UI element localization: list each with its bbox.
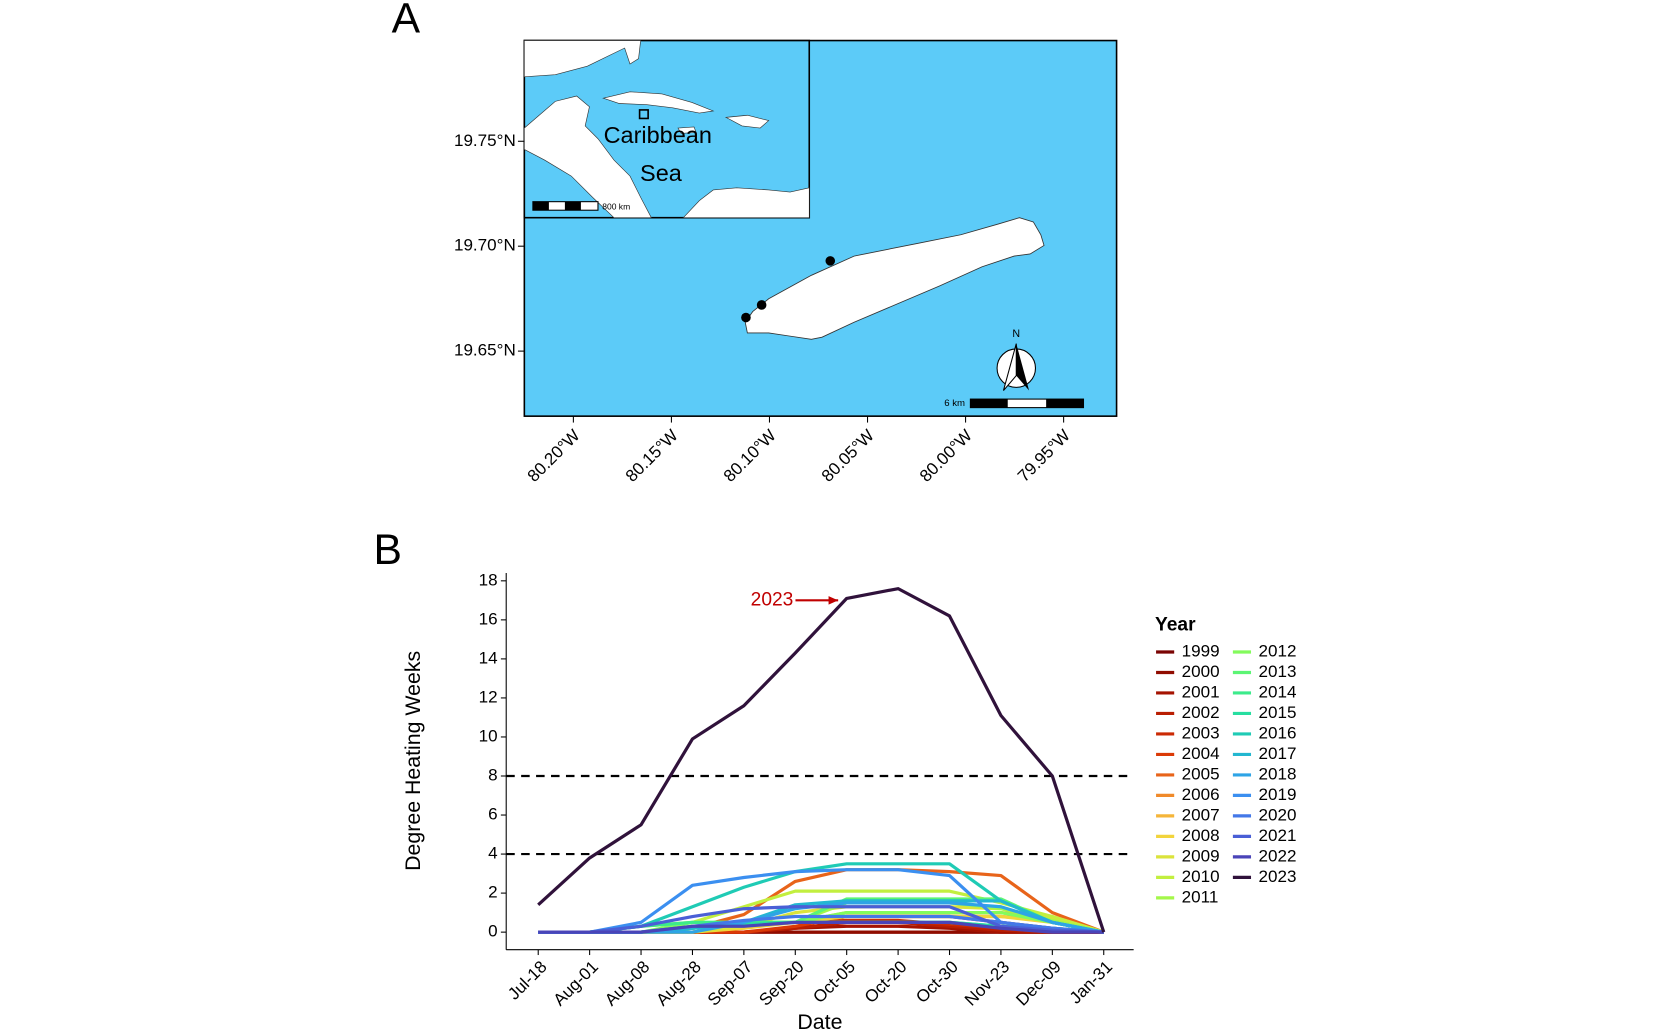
series-line [538, 905, 1104, 934]
legend-label: 2015 [1258, 703, 1296, 722]
land [602, 91, 715, 114]
y-tick-label: 19.65°N [454, 341, 516, 360]
legend-label: 2020 [1258, 805, 1296, 824]
legend-label: 2022 [1258, 846, 1296, 865]
annotation-arrowhead [828, 596, 839, 605]
legend-label: 2004 [1182, 744, 1220, 763]
y-tick-label: 19.75°N [454, 131, 516, 150]
x-tick-label: 80.00°W [916, 425, 976, 485]
legend-label: 2010 [1182, 867, 1220, 886]
scale-bar [564, 201, 581, 211]
y-tick-label: 14 [479, 648, 498, 667]
inset-map: Caribbean Sea 800 km [523, 39, 811, 219]
series-line [537, 587, 1106, 933]
land [682, 187, 810, 219]
site-point [756, 300, 767, 310]
legend-label: 2021 [1258, 826, 1296, 845]
x-tick-label: Aug-28 [653, 957, 705, 1009]
y-tick-label: 6 [488, 805, 498, 824]
inset-label: Sea [640, 160, 683, 186]
legend-label: 2018 [1258, 764, 1296, 783]
x-tick-label: Jul-18 [504, 957, 550, 1003]
x-tick-label: Oct-30 [912, 957, 962, 1007]
x-tick-label: 80.20°W [524, 425, 584, 485]
y-tick-label: 19.70°N [454, 236, 516, 255]
scale-bar [532, 201, 549, 211]
x-tick-label: 80.10°W [720, 425, 780, 485]
legend-label: 2013 [1258, 662, 1296, 681]
land [524, 40, 642, 78]
y-tick-label: 18 [479, 570, 498, 589]
legend-title: Year [1155, 614, 1196, 635]
x-tick-label: Jan-31 [1066, 957, 1116, 1007]
annotation-label: 2023 [751, 589, 794, 610]
x-tick-label: Dec-09 [1012, 957, 1064, 1009]
y-tick-label: 16 [479, 609, 498, 628]
land [524, 95, 652, 219]
x-tick-label: Oct-20 [861, 957, 911, 1007]
series-line [538, 920, 1104, 934]
x-tick-label: Nov-23 [961, 957, 1013, 1009]
scale-bar [1046, 399, 1084, 408]
y-tick-label: 10 [479, 726, 498, 745]
x-tick-label: Sep-20 [755, 957, 807, 1009]
y-axis-label: Degree Heating Weeks [401, 651, 425, 871]
panel-label: A [392, 0, 421, 43]
site-point [825, 256, 836, 266]
legend-label: 2019 [1258, 785, 1296, 804]
x-tick-label: Aug-01 [550, 957, 602, 1009]
island [744, 217, 1045, 340]
legend-label: 2005 [1182, 764, 1220, 783]
y-tick-label: 2 [488, 883, 498, 902]
legend-label: 2002 [1182, 703, 1220, 722]
y-tick-label: 12 [479, 687, 498, 706]
inset-label: Caribbean [604, 122, 712, 148]
x-tick-label: 80.05°W [818, 425, 878, 485]
land [724, 114, 770, 129]
legend-label: 2007 [1182, 805, 1220, 824]
legend-label: 2003 [1182, 723, 1220, 742]
y-tick-label: 8 [488, 766, 498, 785]
scale-label: 6 km [944, 398, 965, 409]
study-site-box [638, 109, 649, 120]
y-tick-label: 0 [488, 922, 498, 941]
x-tick-label: 79.95°W [1014, 425, 1074, 485]
land [677, 126, 697, 134]
legend-label: 2001 [1182, 682, 1220, 701]
legend-label: 2017 [1258, 744, 1296, 763]
north-label: N [1012, 328, 1020, 340]
x-axis-label: Date [797, 1010, 842, 1034]
legend-label: 2008 [1182, 826, 1220, 845]
x-tick-label: Sep-07 [704, 957, 756, 1009]
legend-label: 2006 [1182, 785, 1220, 804]
x-tick-label: Oct-05 [809, 957, 859, 1007]
legend-label: 1999 [1182, 642, 1220, 661]
scale-bar [970, 399, 1008, 408]
legend-label: 2009 [1182, 846, 1220, 865]
x-tick-label: 80.15°W [622, 425, 682, 485]
panel-label: B [374, 526, 402, 574]
legend-label: 2014 [1258, 682, 1296, 701]
site-point [741, 312, 751, 323]
legend-label: 2000 [1182, 662, 1220, 681]
legend-label: 2023 [1258, 867, 1296, 886]
y-tick-label: 4 [488, 844, 498, 863]
legend-label: 2012 [1258, 642, 1296, 661]
scale-label: 800 km [602, 201, 630, 211]
x-tick-label: Aug-08 [601, 957, 653, 1009]
legend-label: 2011 [1182, 887, 1219, 906]
legend-label: 2016 [1258, 723, 1296, 742]
